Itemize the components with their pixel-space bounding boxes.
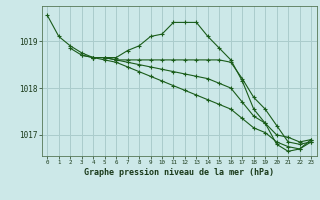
X-axis label: Graphe pression niveau de la mer (hPa): Graphe pression niveau de la mer (hPa)	[84, 168, 274, 177]
